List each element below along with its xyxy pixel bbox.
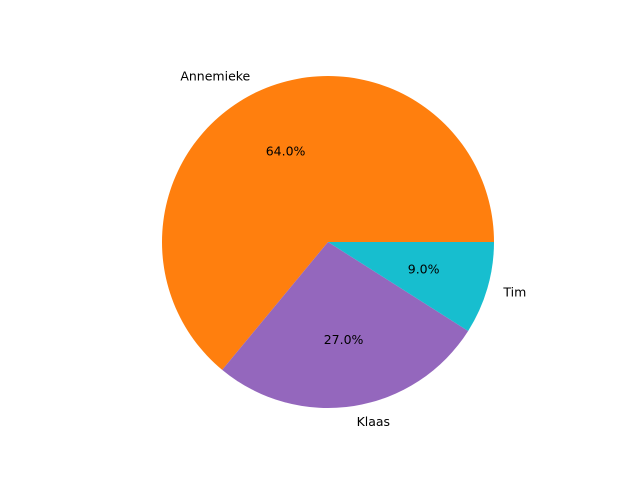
slice-label-tim: Tim (502, 284, 526, 299)
slice-percent-tim: 9.0% (408, 261, 440, 276)
pie-slice-tim (328, 242, 494, 331)
pie-slices (162, 75, 495, 408)
pie-slice-klaas (222, 242, 469, 408)
slice-percent-klaas: 27.0% (324, 332, 364, 347)
slice-label-klaas: Klaas (357, 414, 391, 429)
pie-slice-annemieke (162, 75, 495, 370)
slice-percent-annemieke: 64.0% (266, 143, 306, 158)
pie-labels: Annemieke 64.0% Klaas 27.0% Tim 9.0% (180, 68, 526, 429)
slice-label-annemieke: Annemieke (180, 68, 250, 83)
